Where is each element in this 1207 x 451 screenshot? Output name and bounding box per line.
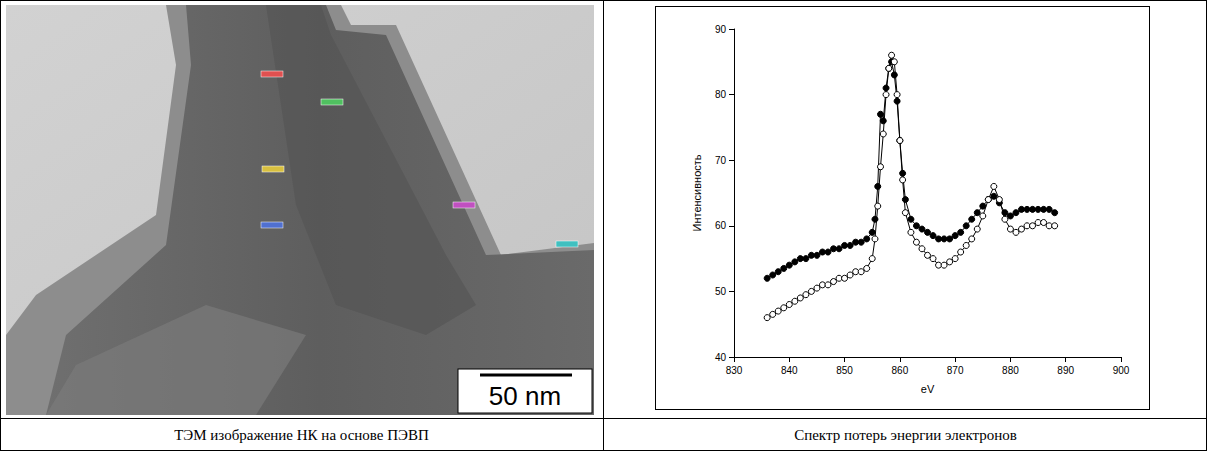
svg-text:840: 840 — [781, 365, 798, 376]
svg-text:870: 870 — [947, 365, 964, 376]
html-text:Спектр потерь энергии электрон: Спектр потерь энергии электронов — [794, 427, 1017, 443]
svg-text:90: 90 — [715, 24, 727, 35]
svg-text:860: 860 — [892, 365, 909, 376]
svg-text:60: 60 — [715, 220, 727, 231]
svg-text:50: 50 — [715, 286, 727, 297]
svg-text:eV: eV — [921, 383, 935, 395]
svg-text:Интенсивность: Интенсивность — [691, 154, 703, 231]
svg-text:70: 70 — [715, 155, 727, 166]
svg-text:80: 80 — [715, 89, 727, 100]
svg-text:50 nm: 50 nm — [489, 381, 561, 411]
svg-text:830: 830 — [726, 365, 743, 376]
svg-text:900: 900 — [1113, 365, 1130, 376]
svg-text:880: 880 — [1002, 365, 1019, 376]
svg-text:850: 850 — [836, 365, 853, 376]
svg-text:40: 40 — [715, 352, 727, 363]
svg-text:890: 890 — [1057, 365, 1074, 376]
html-text:ТЭМ изображение НК на основе П: ТЭМ изображение НК на основе ПЭВП — [174, 427, 429, 443]
